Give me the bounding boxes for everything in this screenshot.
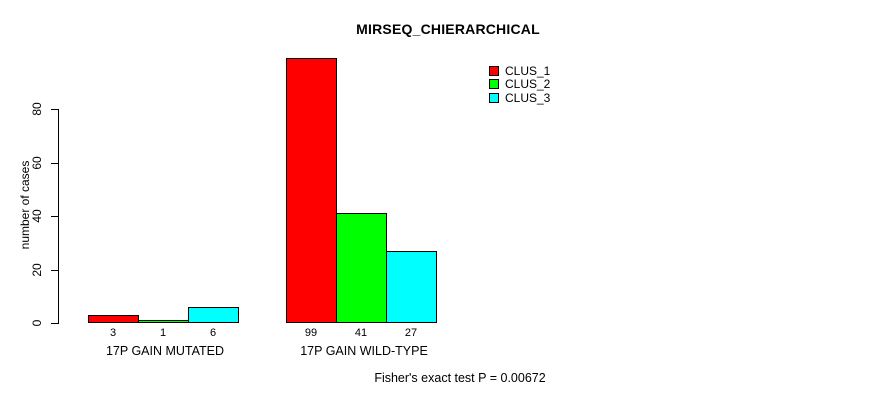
legend-swatch-clus1-icon — [489, 65, 499, 76]
legend-row-clus3: CLUS_3 — [489, 91, 550, 105]
bar-value-label: 99 — [304, 327, 318, 339]
legend-label-clus1: CLUS_1 — [505, 63, 551, 78]
y-tick-label: 0 — [30, 319, 44, 327]
category-label-wildtype: 17P GAIN WILD-TYPE — [300, 344, 428, 358]
bar-clus_1-mutated — [88, 315, 139, 323]
bar-value-label: 1 — [159, 327, 167, 339]
legend-swatch-clus3-icon — [489, 92, 499, 103]
bar-value-label: 41 — [354, 327, 368, 339]
y-tick-label: 80 — [30, 102, 44, 116]
y-tick-label: 40 — [30, 209, 44, 223]
bar-clus_2-wildtype — [336, 213, 387, 323]
y-tick-mark — [51, 163, 58, 164]
y-axis-label: number of cases — [18, 160, 32, 250]
bar-value-label: 27 — [404, 327, 418, 339]
y-tick-mark — [51, 270, 58, 271]
legend: CLUS_1 CLUS_2 CLUS_3 — [489, 64, 550, 105]
annotation-text: Fisher's exact test P = 0.00672 — [374, 371, 546, 385]
legend-row-clus1: CLUS_1 — [489, 64, 550, 78]
bar-clus_3-mutated — [188, 307, 239, 323]
bar-clus_3-wildtype — [386, 251, 437, 323]
bar-clus_2-mutated — [138, 320, 189, 323]
chart-title: MIRSEQ_CHIERARCHICAL — [356, 21, 540, 37]
y-axis-line — [58, 109, 59, 324]
legend-swatch-clus2-icon — [489, 79, 499, 90]
bar-value-label: 3 — [109, 327, 117, 339]
legend-label-clus3: CLUS_3 — [505, 90, 551, 105]
bar-clus_1-wildtype — [286, 58, 337, 323]
category-label-mutated: 17P GAIN MUTATED — [105, 344, 225, 358]
legend-row-clus2: CLUS_2 — [489, 78, 550, 92]
legend-label-clus2: CLUS_2 — [505, 77, 551, 92]
y-tick-label: 20 — [30, 263, 44, 277]
y-tick-label: 60 — [30, 156, 44, 170]
bar-value-label: 6 — [209, 327, 217, 339]
y-tick-mark — [51, 216, 58, 217]
y-tick-mark — [51, 109, 58, 110]
y-tick-mark — [51, 323, 58, 324]
